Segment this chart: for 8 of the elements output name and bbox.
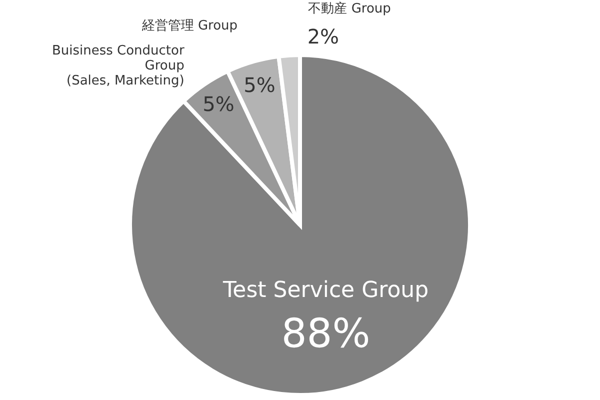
slice-label: 経営管理 Group [140,18,238,34]
data-label: 5% [202,92,234,116]
data-label: 88% [281,311,370,358]
data-label: 5% [244,72,276,97]
slice-label: Buisiness Conductor Group (Sales, Marketing) [52,44,185,89]
slice-label: Test Service Group [222,278,429,304]
slice-label: 不動産 Group [308,0,391,16]
data-label: 2% [307,24,340,48]
